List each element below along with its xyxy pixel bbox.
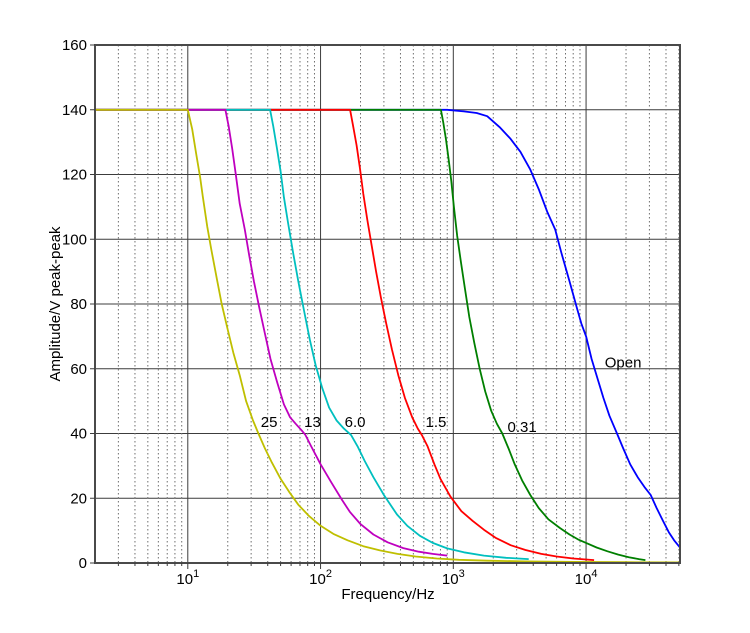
series-1-5-line xyxy=(95,108,595,561)
series-6-0-line xyxy=(95,108,529,560)
x-tick-label: 103 xyxy=(442,568,465,588)
curve-label-13: 13 xyxy=(304,414,321,431)
curve-label-open: Open xyxy=(605,354,642,371)
series-open-line xyxy=(95,108,681,549)
x-tick-exponent: 1 xyxy=(193,568,199,580)
series-25-line xyxy=(95,108,681,564)
x-tick-exponent: 3 xyxy=(459,568,465,580)
x-tick-exponent: 4 xyxy=(591,568,597,580)
y-tick-label: 100 xyxy=(62,231,87,248)
y-tick-label: 140 xyxy=(62,102,87,119)
y-axis-label: Amplitude/V peak-peak xyxy=(47,226,64,382)
y-tick-label: 60 xyxy=(70,361,87,378)
series-13-line xyxy=(95,108,448,557)
y-tick-label: 40 xyxy=(70,426,87,443)
curve-label-25: 25 xyxy=(261,414,278,431)
curve-label-6-0: 6.0 xyxy=(345,414,366,431)
x-tick-label: 104 xyxy=(575,568,598,588)
x-tick-label: 102 xyxy=(309,568,332,588)
y-tick-label: 80 xyxy=(70,296,87,313)
annotations-layer: 25 13 6.0 1.5 0.31 Open xyxy=(261,354,642,436)
grid-layer xyxy=(95,44,680,564)
curve-label-0-31: 0.31 xyxy=(508,419,537,436)
ticks-layer: 101 102 103 104 0 20 40 60 80 100 120 140 160 xyxy=(62,37,680,588)
y-tick-label: 0 xyxy=(79,555,87,572)
y-tick-label: 160 xyxy=(62,37,87,54)
series-layer xyxy=(95,108,681,564)
x-tick-exponent: 2 xyxy=(326,568,332,580)
x-tick-label: 101 xyxy=(176,568,199,588)
series-0-31-line xyxy=(95,108,646,561)
x-axis-label: Frequency/Hz xyxy=(341,586,434,603)
y-tick-label: 20 xyxy=(70,490,87,507)
y-tick-label: 120 xyxy=(62,167,87,184)
curve-label-1-5: 1.5 xyxy=(426,414,447,431)
